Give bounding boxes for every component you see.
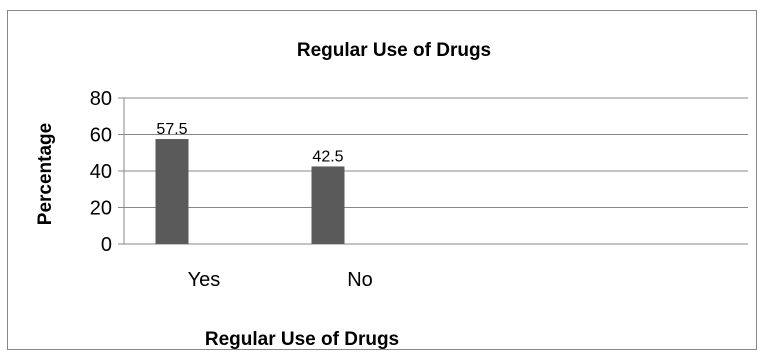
data-label-yes: 57.5 <box>156 121 187 138</box>
y-tick-label: 40 <box>90 161 112 183</box>
y-tick-label: 60 <box>90 125 112 147</box>
bar-yes <box>155 139 189 244</box>
chart-title: Regular Use of Drugs <box>297 40 491 61</box>
gridlines <box>118 97 748 245</box>
y-tick-label: 20 <box>90 198 112 220</box>
chart-frame <box>7 10 757 350</box>
x-category-no: No <box>347 269 373 291</box>
bar-no <box>311 166 345 244</box>
data-labels: 57.5 42.5 <box>156 121 343 165</box>
x-category-yes: Yes <box>188 269 221 291</box>
y-axis-title: Percentage <box>35 123 56 225</box>
y-axis-ticks: 0 20 40 60 80 <box>90 88 112 256</box>
y-tick-label: 80 <box>90 88 112 110</box>
bars <box>155 139 345 244</box>
data-label-no: 42.5 <box>312 148 343 165</box>
x-axis-title: Regular Use of Drugs <box>205 329 399 350</box>
x-axis-categories: Yes No <box>188 269 373 291</box>
y-tick-label: 0 <box>101 234 112 256</box>
